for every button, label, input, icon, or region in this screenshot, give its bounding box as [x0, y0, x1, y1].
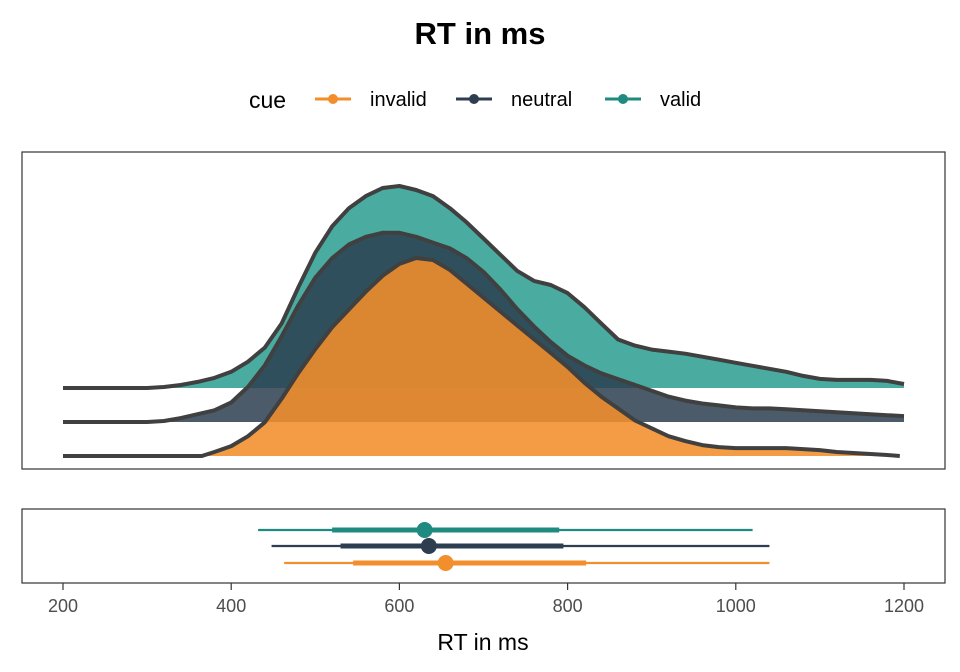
x-tick-label: 600 [384, 596, 414, 616]
legend-key-point [618, 94, 628, 104]
density-outline-invalid [63, 256, 900, 458]
median-point-neutral [420, 538, 437, 554]
density-panel-border [21, 151, 946, 470]
median-point-invalid [437, 555, 454, 571]
interval-panel-border [21, 508, 946, 584]
x-axis: 200 400 600 800 1000 1200 [48, 583, 924, 616]
x-tick-label: 400 [216, 596, 246, 616]
chart-title: RT in ms [415, 16, 546, 51]
legend-item-invalid: invalid [315, 89, 427, 111]
legend-items: invalid neutral valid [315, 89, 701, 111]
interval-layer [258, 522, 770, 571]
density-fill-invalid [201, 258, 900, 456]
legend-key-point [328, 94, 338, 104]
x-tick-label: 1000 [716, 596, 756, 616]
x-axis-label: RT in ms [437, 629, 528, 655]
density-outline-valid [63, 184, 905, 390]
x-tick-label: 800 [553, 596, 583, 616]
density-panel [21, 151, 946, 470]
median-point-valid [416, 522, 433, 538]
x-tick-label: 200 [48, 596, 78, 616]
legend: cue invalid neutral valid [249, 87, 701, 113]
x-tick-label: 1200 [884, 596, 924, 616]
legend-label-neutral: neutral [511, 89, 572, 111]
density-layer [63, 184, 905, 458]
legend-label-valid: valid [660, 89, 701, 111]
legend-title: cue [249, 87, 286, 113]
legend-key-point [469, 94, 479, 104]
legend-item-valid: valid [605, 89, 701, 111]
interval-panel [21, 508, 946, 584]
legend-label-invalid: invalid [370, 89, 427, 111]
density-outline-neutral [63, 230, 905, 424]
legend-item-neutral: neutral [456, 89, 572, 111]
